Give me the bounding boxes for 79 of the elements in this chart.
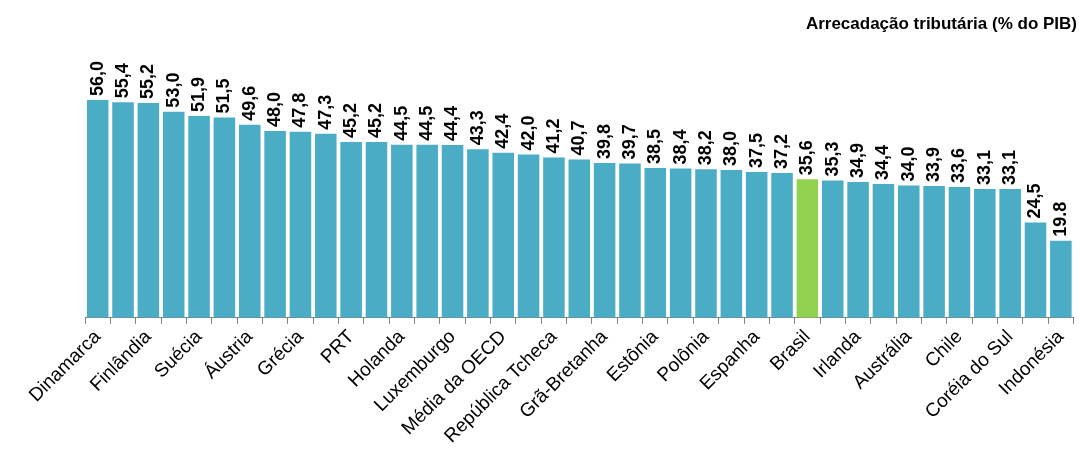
data-label: 38,2 — [694, 130, 715, 166]
bar — [289, 131, 312, 318]
bar — [517, 154, 540, 318]
data-label: 45,2 — [365, 102, 386, 138]
bar — [745, 171, 768, 318]
bar — [162, 111, 185, 318]
data-label: 51,9 — [188, 76, 209, 112]
data-label: 41,2 — [542, 118, 563, 154]
data-label: 44,5 — [416, 105, 437, 141]
bar — [315, 133, 337, 318]
data-label: 33,9 — [923, 146, 944, 182]
bar — [771, 173, 793, 318]
bar — [238, 124, 261, 318]
bar — [974, 189, 996, 318]
data-label: 35,3 — [821, 141, 842, 177]
data-label: 33,6 — [948, 148, 969, 184]
bar — [441, 145, 464, 318]
data-label: 56,0 — [86, 60, 107, 96]
bar — [467, 149, 489, 318]
bar — [720, 169, 743, 318]
bar — [821, 180, 844, 318]
data-label: 33,1 — [973, 150, 994, 186]
data-label: 48,0 — [264, 92, 285, 128]
bar — [619, 163, 641, 318]
bar — [847, 182, 869, 318]
data-label: 38,0 — [720, 130, 741, 166]
data-label: 33,1 — [999, 150, 1020, 186]
data-label: 45,2 — [340, 102, 361, 138]
data-label: 37,2 — [771, 134, 792, 170]
data-label: 44,4 — [441, 106, 462, 142]
bar — [213, 117, 236, 318]
bar — [999, 189, 1021, 318]
data-label: 34,0 — [897, 146, 918, 182]
data-label: 51,5 — [213, 78, 234, 114]
data-label: 47,8 — [289, 92, 310, 128]
bar — [365, 141, 388, 318]
data-label: 53,0 — [162, 72, 183, 108]
data-label: 49,6 — [238, 85, 259, 121]
data-label: 34,9 — [847, 143, 868, 179]
bar — [898, 185, 920, 318]
bar — [543, 157, 565, 318]
bar — [416, 144, 438, 318]
bar — [1050, 240, 1072, 318]
chart-title: Arrecadação tributária (% do PIB) — [805, 13, 1077, 33]
bar — [1024, 222, 1047, 318]
bar — [593, 162, 616, 318]
bar — [923, 185, 945, 318]
bar — [872, 184, 895, 318]
data-label: 43,3 — [466, 110, 487, 146]
data-label: 44,5 — [390, 105, 411, 141]
bar — [695, 169, 717, 318]
data-label: 40,7 — [568, 120, 589, 156]
bar — [112, 102, 134, 318]
bar — [644, 168, 667, 318]
data-label: 38,4 — [669, 129, 690, 165]
bar — [264, 131, 286, 318]
data-label: 34,4 — [872, 144, 893, 180]
bar — [568, 159, 591, 318]
data-label: 39,8 — [593, 123, 614, 159]
data-label: 35,6 — [796, 140, 817, 176]
bar — [340, 141, 362, 318]
data-label: 19.8 — [1049, 201, 1070, 237]
bar — [188, 115, 210, 318]
data-label: 42,0 — [517, 115, 538, 151]
data-label: 37,5 — [745, 132, 766, 168]
data-label: 42,4 — [492, 113, 513, 149]
bar — [948, 187, 971, 318]
data-label: 24,5 — [1024, 183, 1045, 219]
data-label: 55,2 — [137, 64, 158, 100]
data-label: 47,3 — [314, 94, 335, 130]
data-label: 39,7 — [618, 124, 639, 160]
bar — [137, 103, 160, 318]
data-label: 55,4 — [111, 63, 132, 99]
data-label: 38,5 — [644, 129, 665, 165]
bar — [391, 144, 413, 318]
bar — [796, 179, 819, 318]
bar — [669, 168, 692, 318]
bar — [86, 99, 109, 318]
bar — [492, 152, 514, 318]
